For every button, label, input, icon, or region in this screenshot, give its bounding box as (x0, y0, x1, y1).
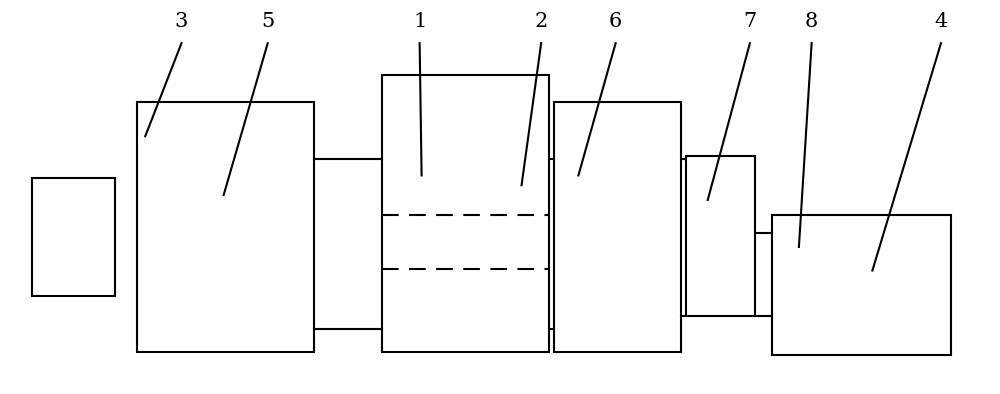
Text: 6: 6 (609, 12, 622, 32)
Text: 3: 3 (175, 12, 188, 32)
Text: 2: 2 (535, 12, 548, 32)
Bar (137, 102, 314, 352)
Bar (32, 178, 115, 296)
Bar (382, 74, 549, 352)
Bar (772, 215, 951, 355)
Bar (554, 102, 681, 352)
Text: 1: 1 (413, 12, 426, 32)
Text: 5: 5 (261, 12, 274, 32)
Text: 8: 8 (805, 12, 818, 32)
Bar (686, 156, 755, 316)
Text: 7: 7 (743, 12, 757, 32)
Text: 4: 4 (934, 12, 948, 32)
